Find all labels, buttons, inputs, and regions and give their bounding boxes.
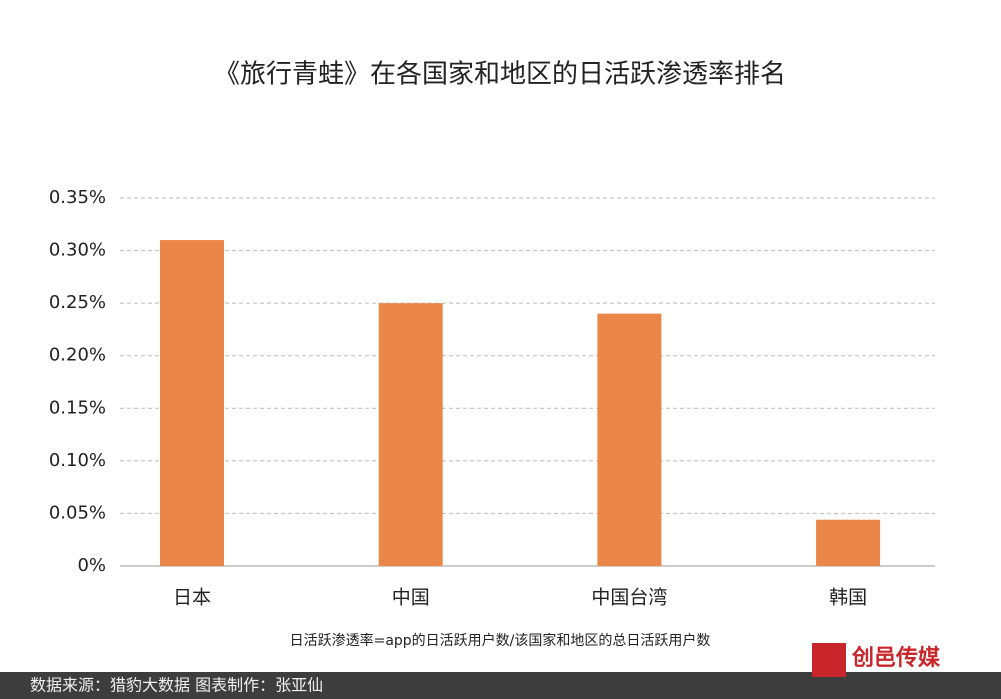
chart-title: 《旅行青蛙》在各国家和地区的日活跃渗透率排名	[214, 60, 786, 90]
source: 数据来源：猎豹大数据 图表制作：张亚仙	[30, 676, 323, 695]
y-tick-label: 0%	[77, 555, 106, 576]
logo: 创邑传媒	[851, 645, 941, 671]
bar	[378, 303, 443, 566]
y-tick-label: 0.05%	[49, 502, 106, 523]
note: 日活跃渗透率=app的日活跃用户数/该国家和地区的总日活跃用户数	[290, 632, 711, 649]
bar	[160, 240, 224, 567]
logo-icon	[812, 643, 846, 677]
x-tick-label: 中国台湾	[591, 587, 667, 609]
y-tick-label: 0.30%	[49, 240, 106, 261]
bar	[816, 519, 881, 566]
y-tick-label: 0.20%	[49, 345, 106, 366]
y-tick-label: 0.25%	[49, 292, 106, 313]
x-tick-label: 日本	[173, 587, 211, 609]
bar	[597, 313, 662, 566]
y-tick-label: 0.15%	[49, 397, 106, 418]
x-tick-label: 韩国	[829, 587, 867, 609]
x-tick-label: 中国	[392, 587, 430, 609]
y-tick-label: 0.35%	[49, 187, 106, 208]
y-tick-label: 0.10%	[49, 450, 106, 471]
